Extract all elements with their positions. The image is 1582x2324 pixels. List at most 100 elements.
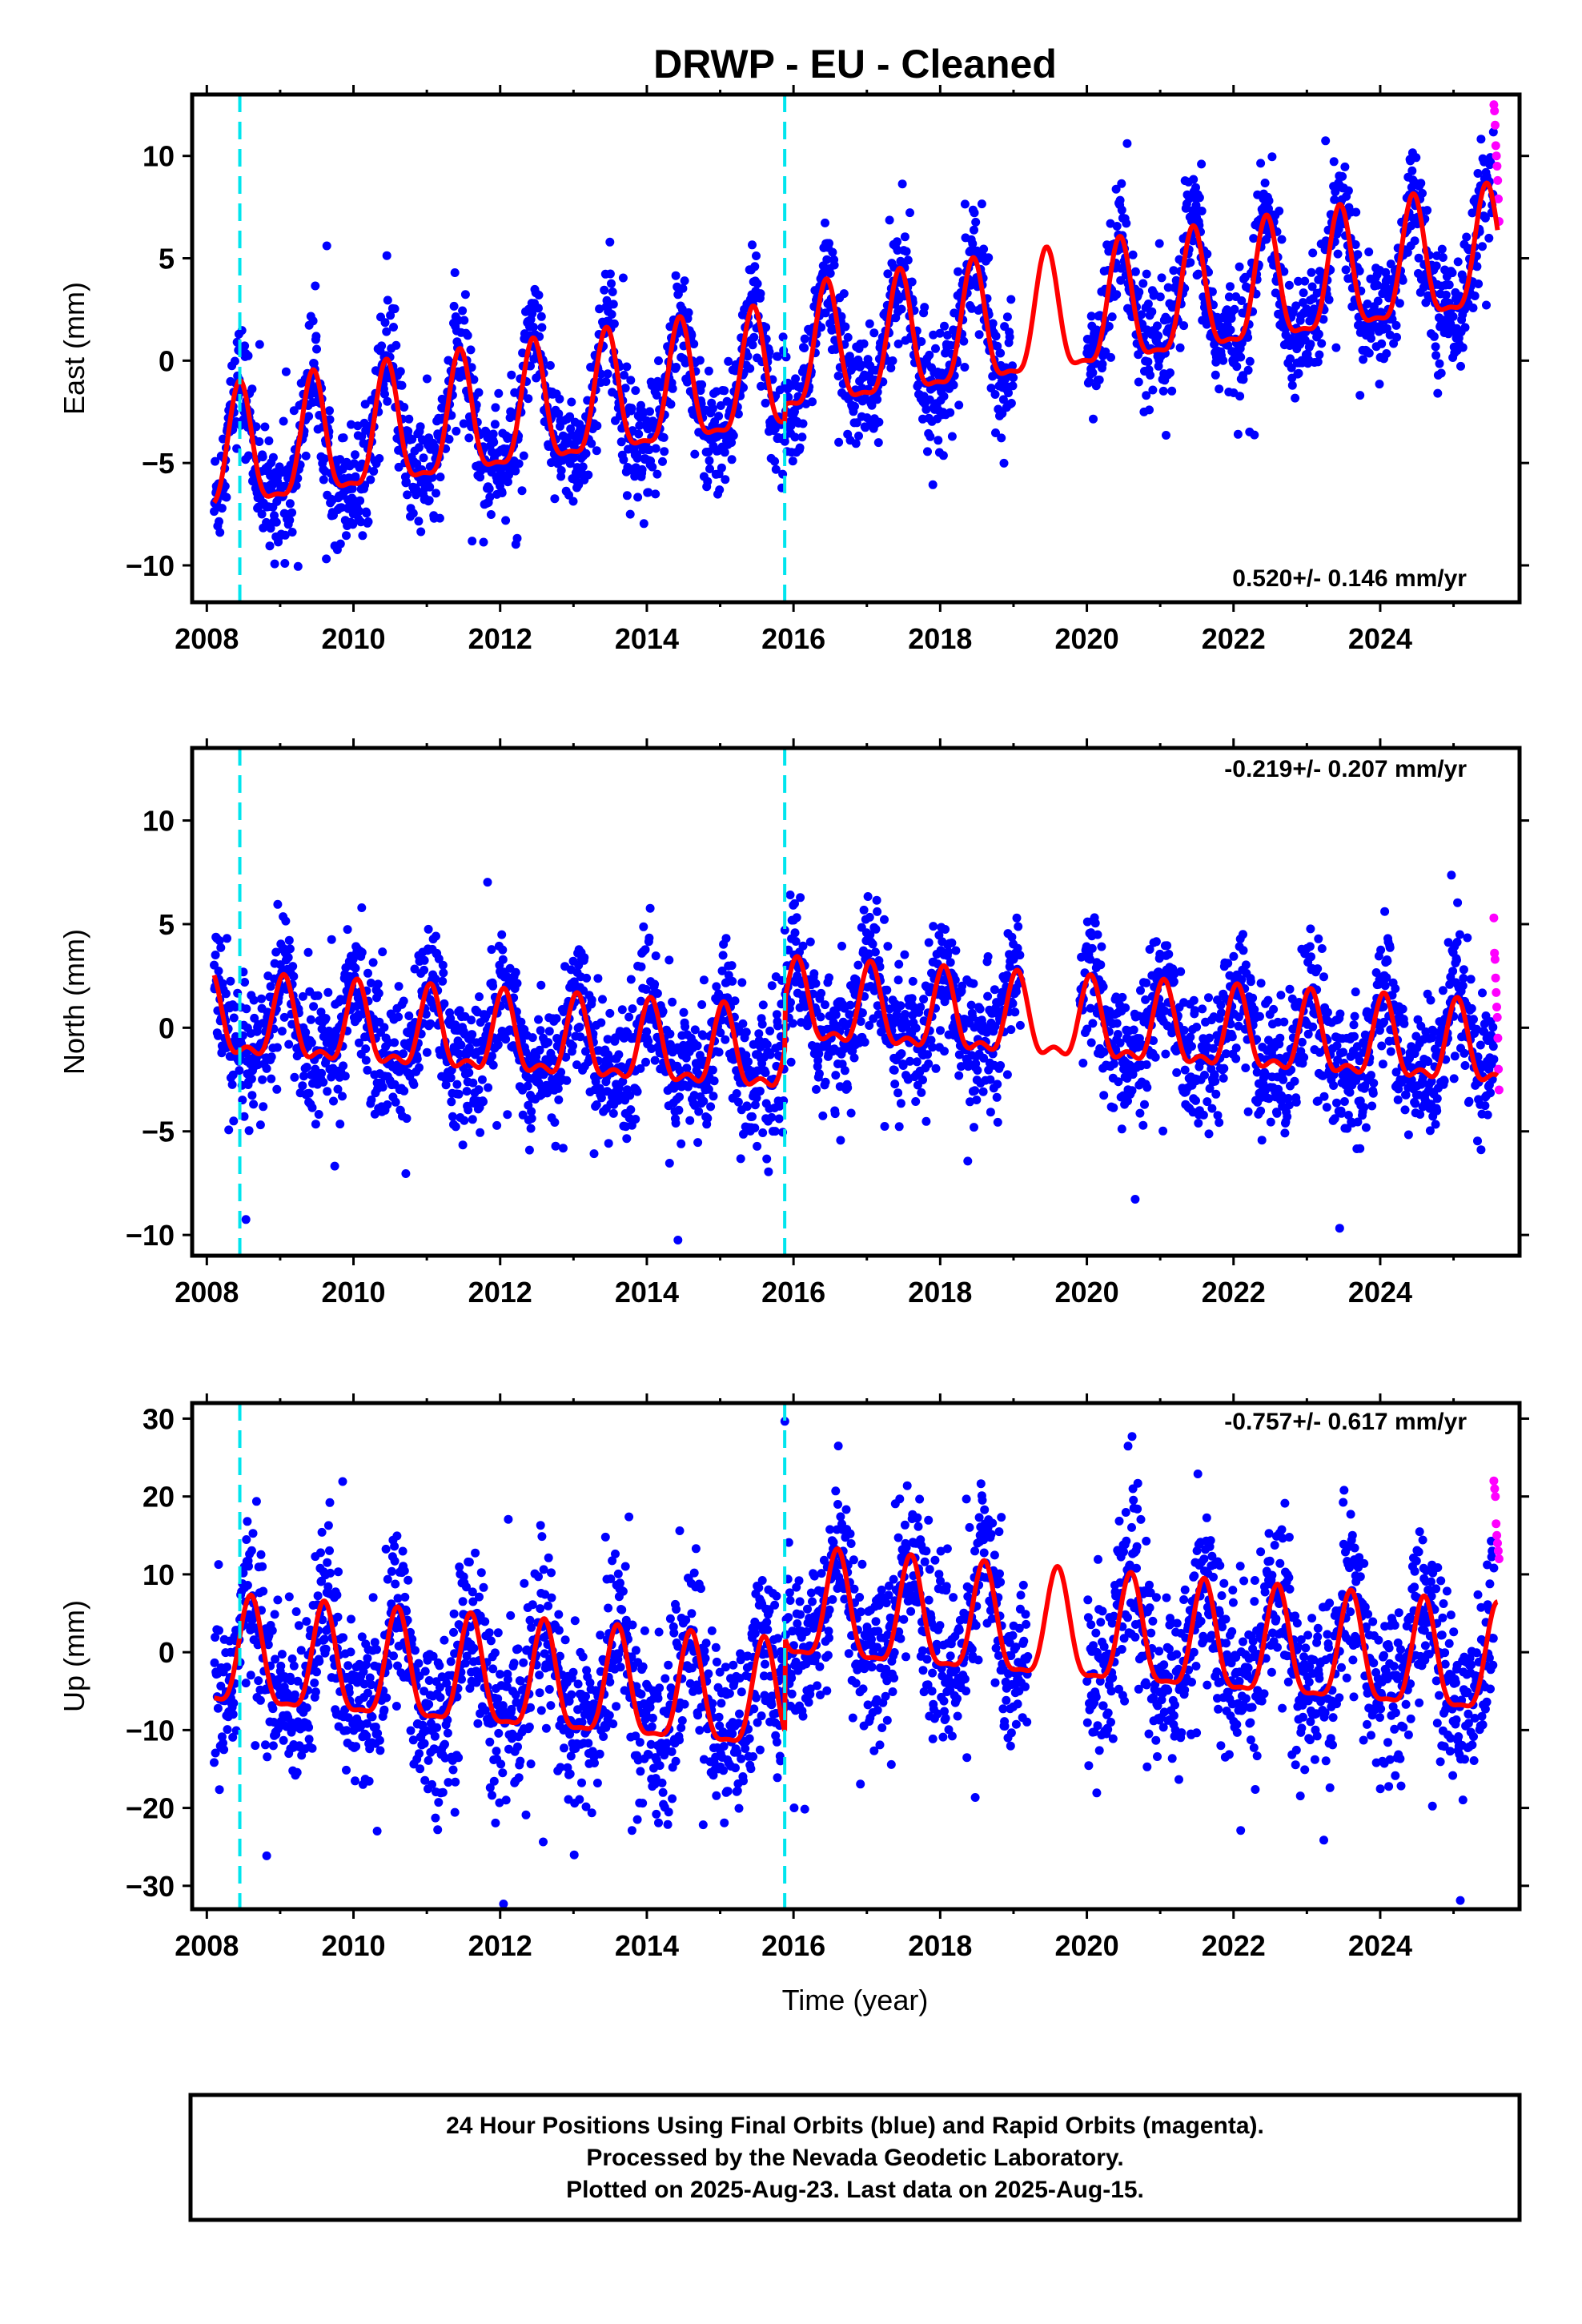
final-orbit-point bbox=[311, 1120, 320, 1129]
final-orbit-point bbox=[329, 1096, 338, 1106]
final-orbit-point bbox=[458, 306, 468, 316]
final-orbit-point bbox=[748, 1112, 757, 1121]
final-orbit-point bbox=[464, 1105, 473, 1115]
final-orbit-point bbox=[853, 960, 863, 970]
final-orbit-point bbox=[290, 1072, 299, 1082]
final-orbit-point bbox=[758, 1000, 768, 1010]
final-orbit-point bbox=[1187, 1042, 1196, 1051]
final-orbit-point bbox=[753, 1066, 762, 1076]
final-orbit-point bbox=[298, 991, 307, 1001]
final-orbit-point bbox=[556, 466, 566, 475]
final-orbit-point bbox=[618, 273, 628, 283]
final-orbit-point bbox=[552, 1014, 561, 1023]
final-orbit-point bbox=[270, 559, 279, 569]
final-orbit-point bbox=[357, 903, 367, 912]
final-orbit-point bbox=[1431, 351, 1441, 360]
final-orbit-point bbox=[565, 412, 575, 421]
final-orbit-point bbox=[912, 1057, 921, 1067]
final-orbit-point bbox=[441, 1080, 451, 1090]
final-orbit-point bbox=[241, 1215, 251, 1224]
final-orbit-point bbox=[1154, 331, 1163, 340]
final-orbit-point bbox=[1118, 992, 1127, 1002]
final-orbit-point bbox=[589, 1149, 599, 1159]
final-orbit-point bbox=[1158, 386, 1168, 396]
final-orbit-point bbox=[652, 989, 662, 998]
final-orbit-point bbox=[1437, 244, 1447, 254]
final-orbit-point bbox=[1299, 288, 1308, 298]
final-orbit-point bbox=[498, 955, 508, 964]
final-orbit-point bbox=[1243, 365, 1253, 375]
final-orbit-point bbox=[545, 360, 555, 370]
final-orbit-point bbox=[491, 403, 500, 412]
final-orbit-point bbox=[580, 953, 589, 963]
final-orbit-point bbox=[373, 979, 383, 989]
final-orbit-point bbox=[608, 287, 617, 296]
final-orbit-point bbox=[1232, 362, 1242, 372]
final-orbit-point bbox=[712, 982, 721, 991]
final-orbit-point bbox=[394, 1012, 404, 1022]
final-orbit-point bbox=[1488, 127, 1498, 137]
final-orbit-point bbox=[942, 331, 952, 340]
final-orbit-point bbox=[821, 1000, 829, 1010]
final-orbit-point bbox=[367, 1095, 376, 1104]
final-orbit-point bbox=[347, 484, 357, 493]
final-orbit-point bbox=[886, 364, 896, 372]
final-orbit-point bbox=[1373, 296, 1383, 306]
final-orbit-point bbox=[1329, 157, 1339, 167]
final-orbit-point bbox=[1014, 922, 1023, 931]
final-orbit-point bbox=[900, 950, 909, 959]
final-orbit-point bbox=[1334, 225, 1343, 234]
final-orbit-point bbox=[272, 1043, 282, 1052]
final-orbit-point bbox=[1441, 290, 1451, 300]
final-orbit-point bbox=[301, 1027, 311, 1037]
final-orbit-point bbox=[1099, 1091, 1109, 1100]
final-orbit-point bbox=[215, 936, 224, 946]
final-orbit-point bbox=[1411, 153, 1421, 163]
final-orbit-point bbox=[1145, 405, 1154, 415]
final-orbit-point bbox=[846, 1108, 856, 1118]
final-orbit-point bbox=[1186, 258, 1195, 267]
final-orbit-point bbox=[489, 437, 499, 447]
final-orbit-point bbox=[587, 439, 596, 448]
final-orbit-point bbox=[920, 303, 930, 312]
final-orbit-point bbox=[817, 323, 826, 332]
final-orbit-point bbox=[224, 1125, 234, 1135]
final-orbit-point bbox=[1180, 1065, 1190, 1075]
final-orbit-point bbox=[822, 255, 832, 264]
final-orbit-point bbox=[750, 1100, 760, 1110]
model-curve bbox=[212, 180, 1500, 505]
final-orbit-point bbox=[512, 979, 522, 988]
final-orbit-point bbox=[704, 447, 713, 456]
final-orbit-point bbox=[682, 377, 692, 387]
final-orbit-point bbox=[888, 356, 897, 365]
final-orbit-point bbox=[792, 913, 801, 923]
final-orbit-point bbox=[1012, 913, 1022, 923]
final-orbit-point bbox=[1015, 951, 1025, 960]
final-orbit-point bbox=[889, 1065, 899, 1075]
final-orbit-point bbox=[451, 1122, 460, 1132]
final-orbit-point bbox=[941, 925, 950, 934]
final-orbit-point bbox=[921, 404, 931, 414]
final-orbit-point bbox=[267, 1052, 276, 1062]
final-orbit-point bbox=[721, 475, 730, 485]
final-orbit-point bbox=[404, 1011, 414, 1020]
x-tick-label: 2020 bbox=[1055, 622, 1119, 655]
final-orbit-point bbox=[1163, 283, 1173, 292]
final-orbit-point bbox=[720, 448, 729, 457]
final-orbit-point bbox=[568, 497, 578, 506]
final-orbit-point bbox=[708, 1065, 717, 1075]
final-orbit-point bbox=[1287, 380, 1297, 390]
final-orbit-point bbox=[821, 1077, 830, 1087]
final-orbit-point bbox=[1129, 1025, 1138, 1035]
final-orbit-point bbox=[304, 1088, 314, 1098]
final-orbit-point bbox=[299, 1072, 308, 1081]
final-orbit-point bbox=[1203, 249, 1212, 259]
final-orbit-point bbox=[223, 934, 231, 943]
final-orbit-point bbox=[894, 1122, 904, 1132]
final-orbit-point bbox=[795, 443, 805, 452]
rapid-orbit-point bbox=[1493, 175, 1503, 185]
final-orbit-point bbox=[303, 947, 313, 957]
final-orbit-point bbox=[959, 336, 969, 346]
final-orbit-point bbox=[673, 1236, 683, 1244]
